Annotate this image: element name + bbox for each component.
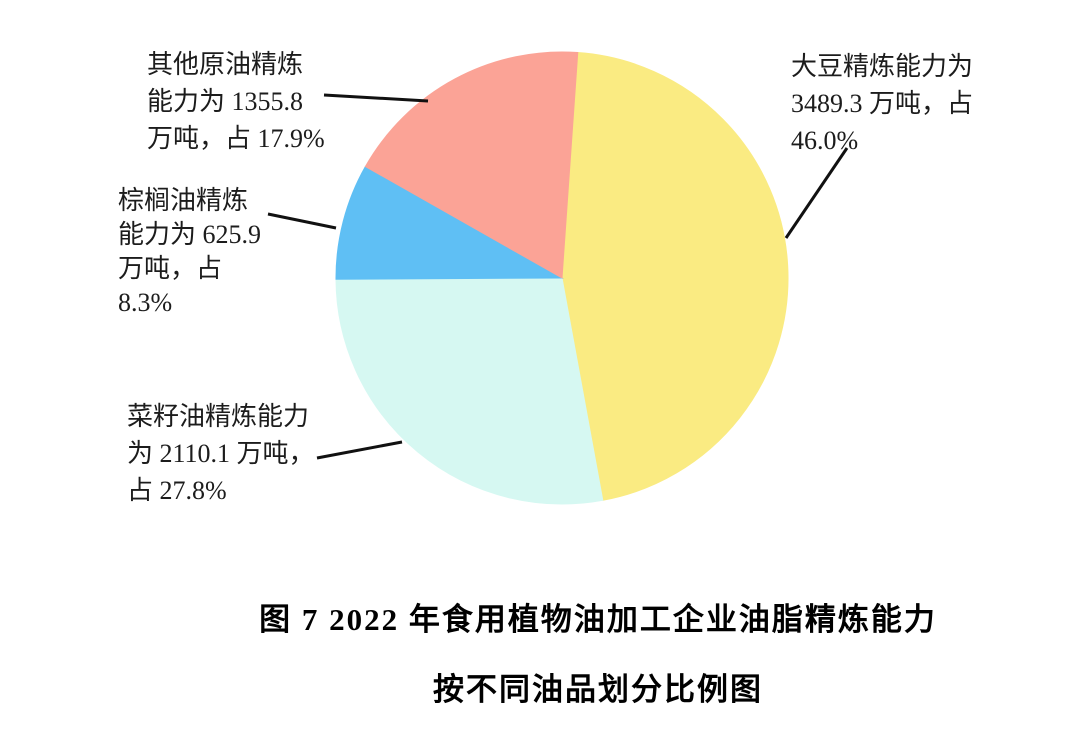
callout-line: 菜籽油精炼能力 bbox=[127, 402, 310, 431]
leader-line-3 bbox=[316, 440, 403, 460]
callout-rapeseed-oil: 菜籽油精炼能力 为 2110.1 万吨， 占 27.8% bbox=[127, 398, 315, 509]
pie-slice-3 bbox=[364, 51, 579, 279]
pie-slice-0 bbox=[561, 52, 789, 501]
callout-line: 8.3% bbox=[118, 288, 173, 317]
callout-line: 占 27.8% bbox=[127, 476, 227, 505]
callout-line: 能力为 625.9 bbox=[118, 220, 262, 249]
callout-line: 大豆精炼能力为 bbox=[791, 52, 974, 81]
pie-slice-1 bbox=[335, 277, 604, 505]
callout-soybean: 大豆精炼能力为 3489.3 万吨，占 46.0% bbox=[791, 48, 973, 159]
callout-line: 3489.3 万吨，占 bbox=[791, 89, 974, 118]
figure-title-line2: 按不同油品划分比例图 bbox=[433, 672, 763, 707]
callout-line: 46.0% bbox=[791, 126, 859, 155]
callout-line: 为 2110.1 万吨， bbox=[127, 439, 315, 468]
callout-line: 棕榈油精炼 bbox=[118, 186, 249, 215]
callout-line: 万吨，占 17.9% bbox=[147, 124, 325, 153]
figure-title-line1: 图 7 2022 年食用植物油加工企业油脂精炼能力 bbox=[259, 602, 937, 637]
callout-palm-oil: 棕榈油精炼 能力为 625.9 万吨，占 8.3% bbox=[118, 184, 261, 320]
leader-line-0 bbox=[323, 93, 429, 103]
leader-line-2 bbox=[267, 212, 337, 230]
callout-line: 能力为 1355.8 bbox=[147, 87, 304, 116]
callout-line: 其他原油精炼 bbox=[147, 50, 304, 79]
callout-other-oils: 其他原油精炼 能力为 1355.8 万吨，占 17.9% bbox=[147, 46, 325, 157]
callout-line: 万吨，占 bbox=[118, 254, 223, 283]
figure-title: 图 7 2022 年食用植物油加工企业油脂精炼能力 按不同油品划分比例图 bbox=[116, 600, 1080, 710]
leader-line-1 bbox=[784, 147, 849, 239]
pie-slice-2 bbox=[335, 165, 564, 280]
